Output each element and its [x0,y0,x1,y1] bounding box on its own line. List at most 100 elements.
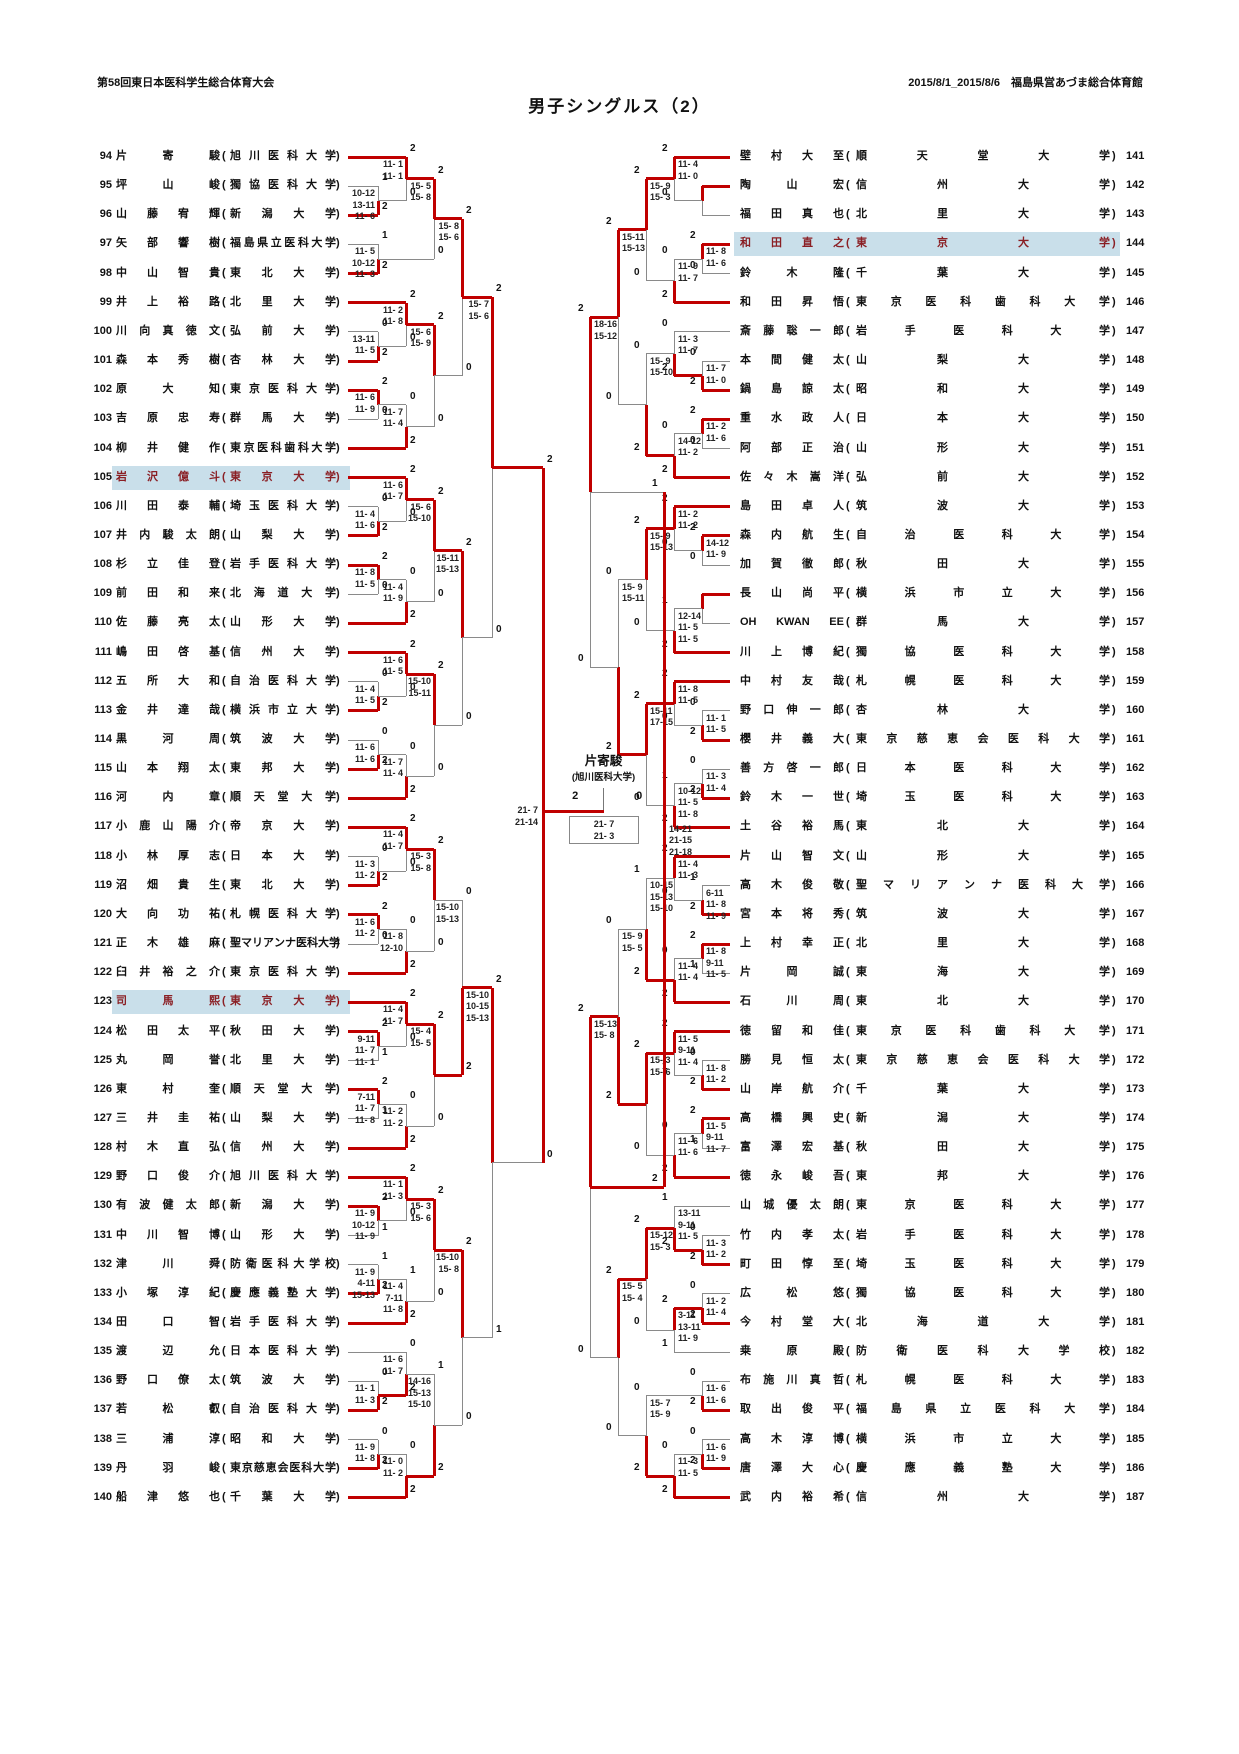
player-name: 徳永峻吾 [740,1170,844,1183]
bracket-line [406,498,434,501]
match-result: 0 [410,332,416,344]
paren-open: ( [222,470,226,483]
bracket-line [348,943,378,945]
player-number: 115 [94,762,112,775]
player-number: 170 [1126,995,1145,1008]
match-result: 2 [438,835,444,847]
paren-open: ( [222,966,226,979]
bracket-line [702,1293,730,1295]
player-name: 臼井裕之介 [116,966,220,979]
bracket-line [377,929,379,945]
match-result: 2 [634,441,640,453]
paren-close: ) [1112,412,1116,425]
bracket-line [702,1321,730,1325]
bracket-line [672,980,676,1003]
player-row: 174 高橋興史(新潟大学) [0,1111,1239,1127]
player-university: 群馬大学 [856,616,1110,629]
paren-close: ) [1112,966,1116,979]
match-scores: 15- 6 15- 9 [410,326,431,349]
match-scores: 15- 6 15-10 [407,501,431,524]
bracket-line [590,1015,618,1019]
bracket-line [674,680,730,684]
player-university: 慶應義塾大学 [856,1461,1110,1474]
paren-open: ( [222,1228,226,1241]
bracket-line [376,1206,380,1221]
player-name: 矢部響樹 [116,237,220,250]
player-row: 113 金井達哉(横浜市立大学) [0,703,1239,719]
bracket-line [405,1279,407,1302]
paren-close: ) [336,354,340,367]
player-name: 井上裕路 [116,295,220,308]
player-number: 183 [1126,1374,1145,1387]
bracket-line [376,390,380,405]
paren-open: ( [846,354,850,367]
match-result: 2 [634,164,640,176]
bracket-line [702,273,730,275]
bracket-line [672,630,676,653]
match-result: 0 [410,1032,416,1044]
player-row: 100 川向真徳文(弘前大学) [0,324,1239,340]
bracket-line [673,703,675,726]
player-row: 149 鍋島諒太(昭和大学) [0,382,1239,398]
player-number: 187 [1126,1490,1145,1503]
paren-open: ( [846,1461,850,1474]
bracket-line [348,651,406,655]
bracket-line [348,1496,406,1500]
bracket-line [434,549,462,553]
bracket-line [376,1031,380,1047]
paren-close: ) [336,937,340,950]
match-result: 0 [410,1206,416,1218]
player-university: 千葉大学 [856,266,1110,279]
bracket-line [348,1175,406,1179]
bracket-line [701,1293,703,1309]
paren-close: ) [336,1490,340,1503]
bracket-line [672,455,676,478]
match-result: 0 [382,930,388,942]
player-name: 三浦淳 [116,1432,220,1445]
match-result: 2 [382,696,388,708]
bracket-line [702,1235,730,1237]
match-result: 2 [690,521,696,533]
match-scores: 11- 1 11- 1 [382,159,403,181]
match-result: 1 [634,864,640,876]
match-result: 2 [690,376,696,388]
player-name: 陶山宏 [740,179,844,192]
paren-open: ( [222,1490,226,1503]
bracket-line [406,775,434,777]
bracket-line [674,724,702,726]
paren-open: ( [222,1082,226,1095]
match-result: 2 [634,1214,640,1226]
match-scores: 11- 8 11- 6 [706,246,727,268]
player-university: 秋田大学 [230,1024,336,1037]
player-university: 順天堂大学 [856,150,1110,162]
match-result: 2 [662,361,668,373]
player-name: 片岡誠 [740,966,844,979]
paren-open: ( [846,762,850,775]
match-result: 0 [466,711,472,723]
player-university: 筑波大学 [856,907,1110,920]
paren-open: ( [222,1257,226,1270]
match-result: 0 [606,390,612,402]
bracket-line [646,353,674,355]
match-result: 2 [410,813,416,825]
player-number: 128 [93,1141,112,1154]
match-result: 2 [438,1185,444,1197]
player-row: 176 徳永峻吾(東邦大学) [0,1169,1239,1185]
player-row: 124 松田太平(秋田大学) [0,1024,1239,1040]
match-result: 2 [547,453,553,465]
player-name: 小林厚志 [116,849,220,862]
bracket-line [702,1263,730,1267]
bracket-line [405,754,407,777]
bracket-line [702,1060,730,1062]
match-result: 0 [690,434,696,446]
player-name: 杉立佳登 [116,558,220,571]
match-result: 2 [690,930,696,942]
bracket-line [702,592,730,596]
bracket-line [377,1046,379,1061]
player-name: 川向真徳文 [116,324,220,337]
player-number: 174 [1126,1111,1145,1124]
match-result: 0 [690,1425,696,1437]
bracket-line [618,579,646,581]
match-result: 2 [382,900,388,912]
paren-close: ) [1112,1053,1116,1066]
